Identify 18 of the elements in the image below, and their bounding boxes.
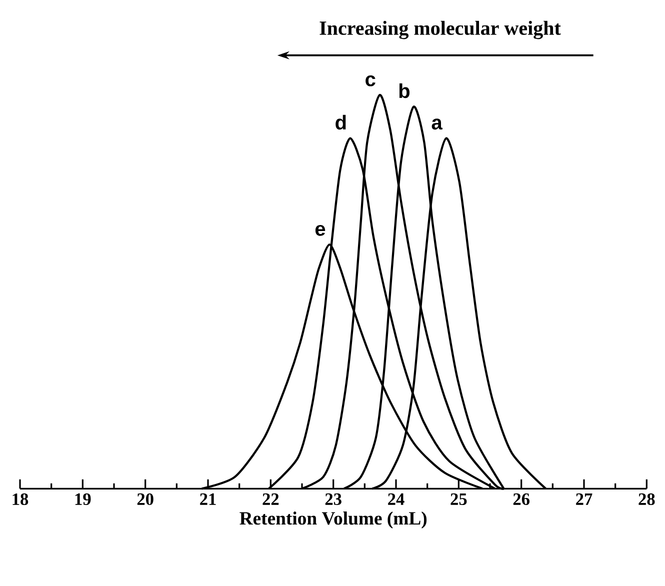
x-axis-title: Retention Volume (mL) — [240, 512, 427, 528]
series-label: c — [366, 75, 376, 86]
chart-title: Increasing molecular weight — [320, 20, 561, 40]
x-tick-label: 25 — [450, 493, 467, 506]
x-tick-label: 26 — [513, 493, 530, 506]
series-label: b — [399, 83, 410, 98]
x-tick-label: 18 — [12, 493, 28, 506]
x-tick-label: 21 — [200, 493, 216, 505]
series-label: a — [432, 118, 442, 130]
x-tick-label: 20 — [137, 493, 154, 506]
series-label: d — [336, 114, 346, 130]
x-tick-label: 27 — [576, 493, 592, 505]
x-tick-label: 24 — [388, 493, 404, 505]
series-label: e — [315, 224, 326, 236]
x-tick-label: 19 — [75, 493, 91, 506]
x-tick-label: 23 — [325, 493, 342, 506]
x-tick-label: 28 — [638, 493, 655, 506]
x-tick-label: 22 — [262, 493, 279, 505]
